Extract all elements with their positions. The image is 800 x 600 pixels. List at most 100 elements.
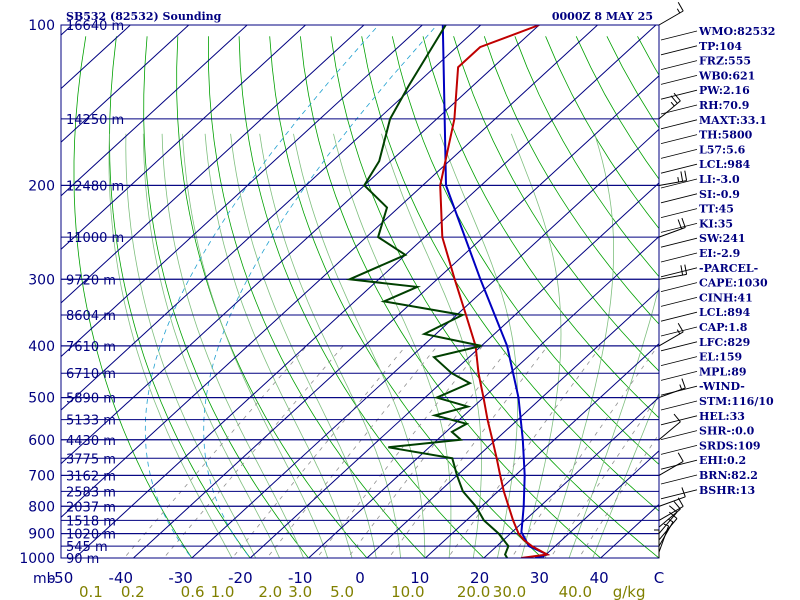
index-leader bbox=[660, 400, 698, 411]
index-leader bbox=[660, 60, 698, 70]
height-label: 9720 m bbox=[66, 273, 116, 288]
height-label: 16640 m bbox=[66, 19, 124, 34]
index-entry: CAPE:1030 bbox=[699, 277, 768, 290]
index-leader bbox=[660, 282, 698, 292]
height-label: 3162 m bbox=[66, 469, 116, 484]
index-leader bbox=[660, 30, 698, 41]
wind-barb-staff bbox=[658, 421, 681, 441]
index-entry: LI:-3.0 bbox=[699, 173, 740, 186]
wind-barb-staff bbox=[658, 518, 678, 541]
pressure-tick-label: 700 bbox=[28, 468, 55, 484]
mixing-ratio-line bbox=[231, 345, 407, 558]
dry-adiabat bbox=[330, 36, 659, 558]
index-entry: -WIND- bbox=[699, 380, 745, 393]
mixing-ratio-line bbox=[578, 433, 659, 558]
index-leader bbox=[660, 193, 698, 204]
pressure-tick-label: 600 bbox=[28, 433, 55, 449]
sounding-time: 0000Z 8 MAY 25 bbox=[552, 10, 653, 23]
index-leader bbox=[660, 45, 698, 56]
height-label: 3775 m bbox=[66, 452, 116, 467]
index-leader bbox=[660, 445, 698, 455]
wind-barb-staff bbox=[658, 508, 681, 528]
wind-barb bbox=[658, 487, 686, 507]
mixing-ratio-line bbox=[347, 345, 512, 558]
wind-barb bbox=[658, 170, 688, 186]
index-entry: KI:35 bbox=[699, 217, 733, 230]
wind-barb-staff bbox=[658, 496, 686, 507]
wind-barbs bbox=[654, 2, 688, 558]
pressure-tick-label: 100 bbox=[28, 18, 55, 34]
wind-barb bbox=[658, 2, 684, 26]
height-label: 2583 m bbox=[66, 485, 116, 500]
temperature-tick-label: -20 bbox=[228, 569, 253, 587]
dry-adiabat bbox=[238, 36, 485, 558]
mixing-ratio-label: 2.0 bbox=[258, 583, 282, 600]
temperature-axis: -50 -40 -30 -20 -10 0 10 20 30 40 C bbox=[49, 569, 664, 587]
dry-adiabat bbox=[269, 36, 543, 558]
temperature-tick-label: 20 bbox=[470, 569, 489, 587]
dry-adiabat bbox=[143, 36, 310, 558]
mixing-ratio-line bbox=[163, 345, 344, 558]
wind-barb-flag bbox=[684, 264, 688, 275]
isotherm-line bbox=[61, 25, 307, 251]
isotherm-line bbox=[366, 289, 659, 558]
height-label: 2037 m bbox=[66, 500, 116, 515]
wind-barb bbox=[658, 264, 688, 280]
moist-adiabat bbox=[568, 285, 659, 558]
index-entry: LCL:984 bbox=[699, 158, 751, 171]
wind-barb-flag bbox=[680, 171, 684, 182]
profiles bbox=[345, 25, 551, 558]
mixing-ratio-label: 0.2 bbox=[121, 583, 145, 600]
isotherm-line bbox=[61, 25, 599, 518]
mixing-ratio-line bbox=[388, 345, 549, 558]
index-leader bbox=[660, 311, 698, 322]
wind-barb-staff bbox=[658, 227, 686, 238]
height-label: 6710 m bbox=[66, 367, 116, 382]
pressure-tick-label: 300 bbox=[28, 272, 55, 288]
index-entry: EHI:0.2 bbox=[699, 454, 746, 467]
pressure-tick-label: 1000 bbox=[19, 551, 55, 567]
mixing-ratio-label: 20.0 bbox=[457, 583, 490, 600]
height-label: 1020 m bbox=[66, 528, 116, 543]
wind-barb bbox=[658, 452, 684, 476]
index-entry: TP:104 bbox=[699, 40, 742, 53]
wind-barb-flag bbox=[668, 518, 674, 523]
wind-barb-flag bbox=[676, 8, 681, 14]
mixing-ratio-label: 5.0 bbox=[330, 583, 354, 600]
wind-barb-flag bbox=[673, 501, 681, 510]
isotherm-line bbox=[61, 25, 365, 304]
wind-barb-flag bbox=[681, 378, 686, 389]
isohume-line bbox=[203, 25, 438, 558]
dry-adiabat bbox=[176, 36, 368, 558]
wind-barb-flag bbox=[673, 92, 681, 102]
temperature-tick-label: -30 bbox=[168, 569, 193, 587]
dry-adiabat bbox=[361, 36, 659, 512]
index-leader bbox=[660, 459, 698, 470]
index-leader bbox=[660, 474, 698, 485]
parcel-trace bbox=[441, 25, 551, 558]
height-label: 545 m bbox=[66, 540, 108, 555]
index-entry: SRDS:109 bbox=[699, 439, 761, 452]
wind-barb-staff bbox=[658, 511, 678, 534]
isotherm-line bbox=[61, 25, 482, 411]
dry-adiabat bbox=[73, 36, 193, 558]
mixing-ratio-label: 10.0 bbox=[391, 583, 424, 600]
isotherm-line bbox=[132, 75, 659, 558]
index-leader bbox=[660, 149, 698, 159]
wind-barb-flag bbox=[677, 2, 684, 12]
index-entry: SW:241 bbox=[699, 232, 746, 245]
index-entry: BRN:82.2 bbox=[699, 469, 758, 482]
index-entry: L57:5.6 bbox=[699, 143, 746, 156]
height-label: 5890 m bbox=[66, 392, 116, 407]
temperature-tick-label: -10 bbox=[288, 569, 313, 587]
wind-barb bbox=[658, 501, 681, 528]
dry-adiabat bbox=[422, 36, 659, 419]
isotherm-line bbox=[61, 25, 540, 465]
wind-barb-flag bbox=[670, 95, 678, 104]
height-labels: 16640 m 14250 m 12480 m 11000 m 9720 m 8604 m… bbox=[66, 19, 124, 567]
height-label: 90 m bbox=[66, 552, 99, 567]
pressure-tick-label: 900 bbox=[28, 527, 55, 543]
height-label: 12480 m bbox=[66, 179, 124, 194]
